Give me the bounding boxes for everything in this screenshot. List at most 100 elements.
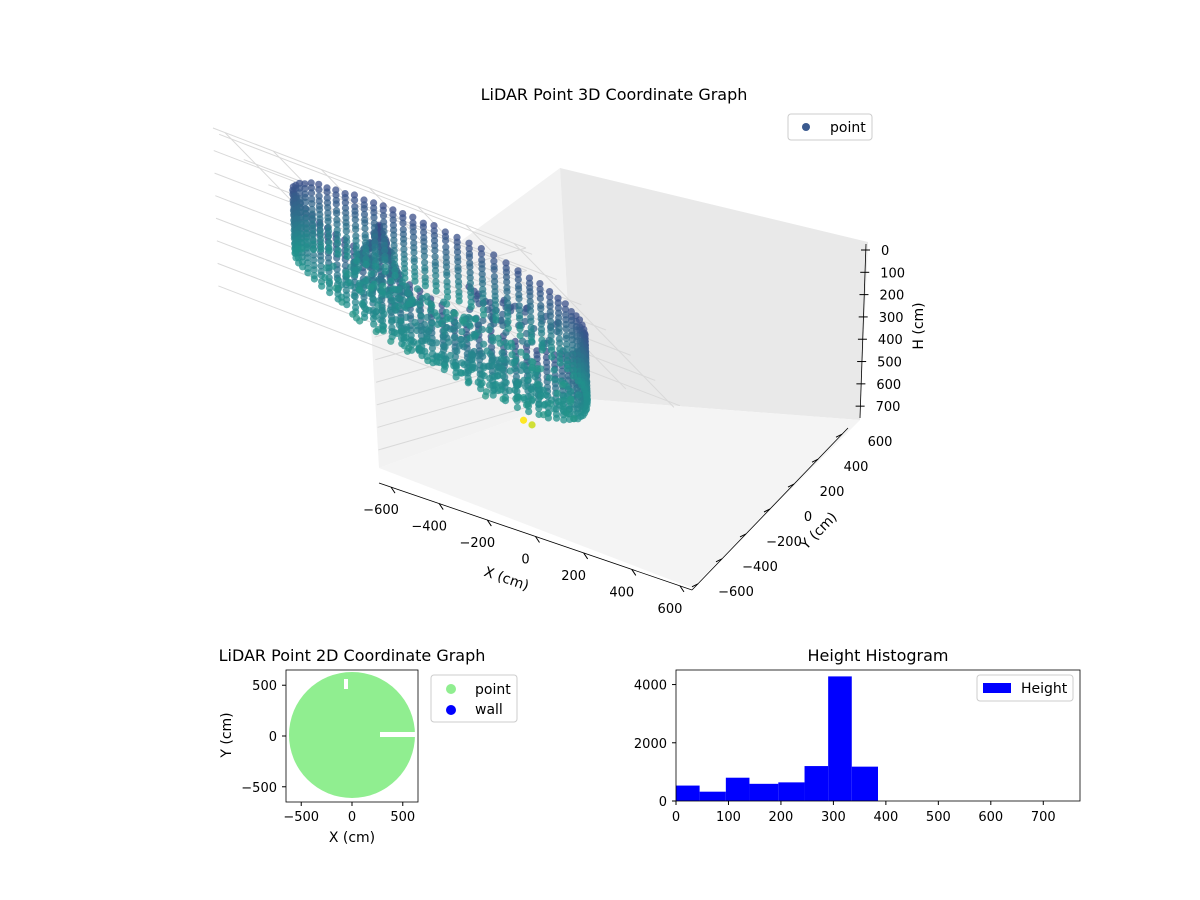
point-3d [420,320,429,328]
point-3d [307,184,315,192]
point-3d [546,400,554,408]
histogram-y-tick-label: 2000 [634,737,667,752]
point-3d [307,189,316,197]
point-3d [411,318,419,327]
point-3d [488,334,496,342]
point-3d [547,338,555,346]
point-3d [459,317,467,325]
y-tick-3d [811,458,819,463]
point-3d [535,386,543,394]
point-3d [506,367,514,375]
point-3d [513,403,522,412]
point-3d [537,320,545,328]
point-3d [478,279,487,288]
point-3d [443,282,451,291]
point-3d [343,252,351,261]
point-3d [370,213,378,221]
point-3d [430,222,438,230]
point-3d [563,345,571,353]
point-3d [568,341,577,349]
z-tick-label-3d: 500 [877,356,902,371]
point-3d [310,275,318,283]
point-3d [477,250,486,258]
grid-line-floor-y [218,133,533,255]
point-3d [485,326,493,334]
outlier-point-3d [519,416,528,424]
histogram-bar [676,785,700,801]
point-3d [351,196,359,204]
histogram-bar [699,791,726,801]
point-3d [563,365,572,373]
legend-2d: point wall [430,674,518,723]
point-3d [533,380,541,388]
point-3d [510,359,519,367]
point-3d [528,396,536,404]
point-3d [508,351,516,359]
point-3d [569,367,577,375]
point-3d [378,287,386,295]
point-3d [518,337,527,345]
histogram-y-tick-label: 0 [659,795,667,810]
point-3d [343,238,351,246]
point-3d [516,325,524,333]
point-3d [301,198,309,206]
point-3d [455,282,463,290]
point-3d [450,362,458,370]
point-3d [297,234,305,242]
point-3d [323,188,331,196]
point-3d [325,247,333,255]
point-3d [432,282,440,290]
point-3d [454,272,462,280]
point-3d [420,228,428,236]
point-3d [381,267,389,275]
point-3d [329,262,337,270]
point-3d [568,336,576,344]
point-3d [478,270,486,278]
point-3d [554,304,563,312]
point-3d [562,334,571,343]
point-3d [338,298,346,306]
chart-3d-title: LiDAR Point 3D Coordinate Graph [481,85,748,104]
x-tick-3d [486,519,492,527]
point-3d [545,374,554,382]
point-3d [479,299,487,307]
point-3d [370,320,378,328]
point-3d [550,405,558,413]
histogram-ticks: 0 100 200 300 400 500 600 700 0 2000 4000 [634,679,1056,825]
point-3d [538,329,546,337]
point-3d [442,248,450,256]
point-3d [491,277,499,285]
x-tick-label-2d: −500 [283,810,319,825]
point-3d [414,340,422,348]
histogram-x-tick-label: 300 [821,810,846,825]
z-axis-line [859,243,867,419]
point-3d [395,302,403,310]
point-3d [421,282,429,290]
point-3d [332,284,340,292]
point-3d [400,334,408,342]
point-3d [524,376,532,384]
point-3d [387,277,395,285]
point-3d [333,220,341,228]
point-3d [535,400,543,408]
point-3d [525,408,533,416]
x-ticks-3d: −600 −400 −200 0 200 400 600 [363,486,685,617]
point-3d [379,322,388,330]
point-3d [527,385,536,393]
point-3d [516,314,524,323]
point-3d [389,206,397,214]
point-3d [297,215,305,223]
point-3d [428,344,436,352]
point-3d [450,334,459,342]
point-3d [316,230,324,238]
x-tick-3d [438,503,444,510]
point-3d [559,381,567,389]
histogram-bar [851,766,878,801]
x-tick-label-2d: 0 [348,810,356,825]
point-3d [308,215,316,223]
point-3d [431,266,440,275]
x-tick-label-3d: −600 [363,503,399,518]
point-3d [536,294,545,303]
point-3d [389,216,397,224]
